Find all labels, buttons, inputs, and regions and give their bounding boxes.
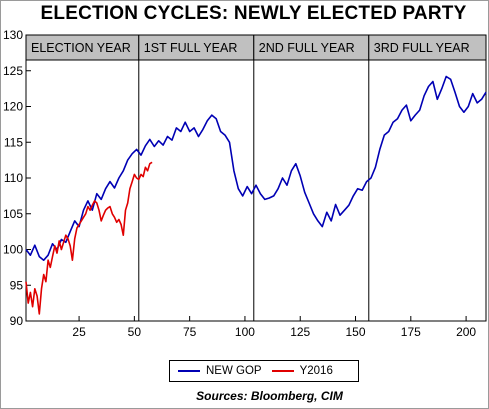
x-tick-label: 125 [290,325,310,339]
legend-swatch-y2016 [271,370,294,372]
period-label: 3RD FULL YEAR [374,41,470,55]
y-tick-label: 90 [10,314,24,328]
x-tick-label: 175 [401,325,421,339]
period-band [253,34,370,61]
period-band [138,34,255,61]
series-line-new-gop [25,75,487,261]
legend-label-y2016: Y2016 [299,365,333,377]
legend-item-y2016: Y2016 [271,365,333,377]
x-tick-label: 50 [128,325,142,339]
chart-title: ELECTION CYCLES: NEWLY ELECTED PARTY [40,3,467,24]
legend-swatch-new-gop [178,370,200,372]
y-tick-label: 110 [4,171,23,185]
x-tick-label: 75 [183,325,197,339]
period-label: 2ND FULL YEAR [259,41,355,55]
y-tick-label: 105 [3,207,23,221]
legend-label-new-gop: NEW GOP [206,365,262,377]
x-tick-label: 25 [72,325,86,339]
y-tick-label: 100 [3,243,23,257]
y-tick-label: 120 [3,100,23,114]
period-label: ELECTION YEAR [31,41,131,55]
period-label: 1ST FULL YEAR [144,41,238,55]
chart-source: Sources: Bloomberg, CIM [196,389,343,403]
series-line-y2016 [25,161,153,315]
legend-item-new-gop: NEW GOP [178,365,262,377]
y-tick-label: 95 [10,278,24,292]
y-tick-label: 115 [4,135,23,149]
chart-legend: NEW GOP Y2016 [169,360,359,382]
x-tick-label: 200 [456,325,476,339]
x-tick-label: 150 [346,325,366,339]
y-tick-label: 125 [3,64,23,78]
x-tick-label: 100 [235,325,255,339]
y-tick-label: 130 [3,28,23,42]
plot-border [25,34,487,322]
